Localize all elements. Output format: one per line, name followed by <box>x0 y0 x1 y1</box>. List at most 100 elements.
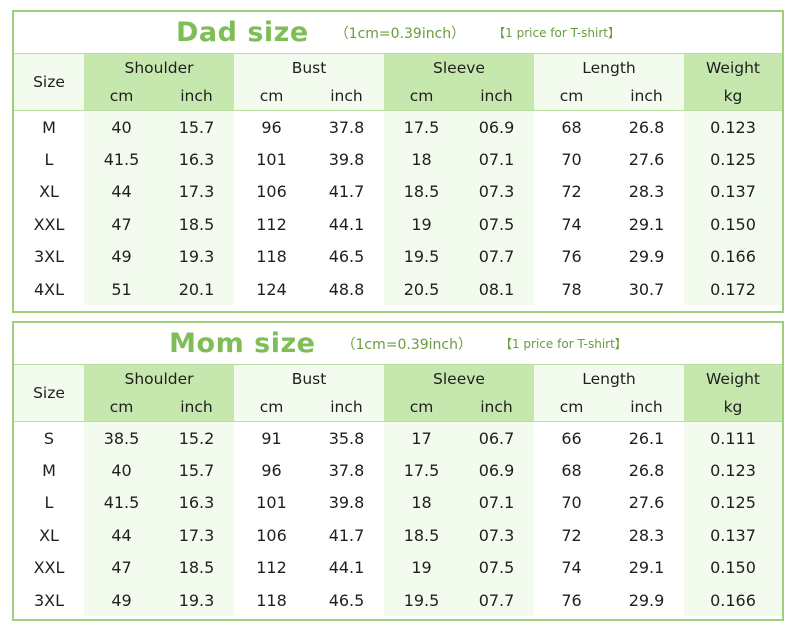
value-cell: 29.9 <box>609 583 684 617</box>
mom-unit-cm: cm <box>534 393 609 422</box>
mom-size-header: Size <box>14 364 84 422</box>
mom-unit-inch: inch <box>309 393 384 422</box>
value-cell: 27.6 <box>609 143 684 176</box>
value-cell: 96 <box>234 454 309 487</box>
size-cell: M <box>14 454 84 487</box>
mom-sleeve-header: Sleeve <box>384 364 534 393</box>
mom-unit-inch: inch <box>159 393 234 422</box>
table-row: XL 44 17.3 106 41.7 18.5 07.3 72 28.3 0.137 <box>14 519 782 552</box>
value-cell: 91 <box>234 421 309 455</box>
value-cell: 07.7 <box>459 240 534 273</box>
size-cell: 4XL <box>14 272 84 306</box>
dad-title-row: Dad size （1cm=0.39inch） 【1 price for T-s… <box>14 12 782 53</box>
value-cell: 37.8 <box>309 110 384 144</box>
value-cell: 0.137 <box>684 519 782 552</box>
dad-length-header: Length <box>534 53 684 82</box>
size-cell: XL <box>14 519 84 552</box>
table-row: M 40 15.7 96 37.8 17.5 06.9 68 26.8 0.123 <box>14 454 782 487</box>
value-cell: 07.3 <box>459 175 534 209</box>
value-cell: 28.3 <box>609 175 684 209</box>
value-cell: 124 <box>234 272 309 306</box>
value-cell: 48.8 <box>309 272 384 306</box>
value-cell: 16.3 <box>159 143 234 176</box>
size-cell: 3XL <box>14 583 84 617</box>
value-cell: 26.1 <box>609 421 684 455</box>
dad-bust-header: Bust <box>234 53 384 82</box>
value-cell: 29.1 <box>609 208 684 241</box>
value-cell: 49 <box>84 583 159 617</box>
value-cell: 118 <box>234 583 309 617</box>
value-cell: 17.5 <box>384 454 459 487</box>
value-cell: 0.123 <box>684 454 782 487</box>
value-cell: 07.7 <box>459 583 534 617</box>
table-row: L 41.5 16.3 101 39.8 18 07.1 70 27.6 0.125 <box>14 486 782 520</box>
value-cell: 38.5 <box>84 421 159 455</box>
value-cell: 44.1 <box>309 208 384 241</box>
value-cell: 18.5 <box>384 519 459 552</box>
size-cell: S <box>14 421 84 455</box>
value-cell: 39.8 <box>309 143 384 176</box>
value-cell: 19.3 <box>159 583 234 617</box>
mom-unit-cm: cm <box>84 393 159 422</box>
value-cell: 0.150 <box>684 551 782 584</box>
value-cell: 06.9 <box>459 454 534 487</box>
size-cell: L <box>14 143 84 176</box>
value-cell: 0.166 <box>684 240 782 273</box>
value-cell: 101 <box>234 486 309 520</box>
mom-length-header: Length <box>534 364 684 393</box>
table-row: 4XL 51 20.1 124 48.8 20.5 08.1 78 30.7 0.172 <box>14 272 782 306</box>
mom-bust-header: Bust <box>234 364 384 393</box>
mom-note: 【1 price for T-shirt】 <box>499 337 627 351</box>
table-row: M 40 15.7 96 37.8 17.5 06.9 68 26.8 0.123 <box>14 110 782 144</box>
value-cell: 06.9 <box>459 110 534 144</box>
dad-shoulder-header: Shoulder <box>84 53 234 82</box>
value-cell: 106 <box>234 175 309 209</box>
dad-unit-cm: cm <box>534 82 609 111</box>
mom-unit-kg: kg <box>684 393 782 422</box>
dad-note: 【1 price for T-shirt】 <box>493 26 621 40</box>
value-cell: 46.5 <box>309 583 384 617</box>
value-cell: 44 <box>84 519 159 552</box>
value-cell: 26.8 <box>609 110 684 144</box>
value-cell: 0.125 <box>684 143 782 176</box>
dad-sleeve-header: Sleeve <box>384 53 534 82</box>
value-cell: 15.7 <box>159 454 234 487</box>
value-cell: 0.166 <box>684 583 782 617</box>
size-cell: XXL <box>14 551 84 584</box>
table-row: XXL 47 18.5 112 44.1 19 07.5 74 29.1 0.150 <box>14 208 782 241</box>
value-cell: 17.3 <box>159 519 234 552</box>
value-cell: 66 <box>534 421 609 455</box>
value-cell: 101 <box>234 143 309 176</box>
dad-unit-cm: cm <box>84 82 159 111</box>
value-cell: 30.7 <box>609 272 684 306</box>
value-cell: 0.111 <box>684 421 782 455</box>
value-cell: 06.7 <box>459 421 534 455</box>
value-cell: 39.8 <box>309 486 384 520</box>
value-cell: 19.3 <box>159 240 234 273</box>
value-cell: 18.5 <box>159 551 234 584</box>
value-cell: 0.137 <box>684 175 782 209</box>
mom-title-row: Mom size （1cm=0.39inch） 【1 price for T-s… <box>14 323 782 364</box>
value-cell: 40 <box>84 110 159 144</box>
mom-size-table: Size Shoulder Bust Sleeve Length Weight … <box>14 364 782 617</box>
value-cell: 07.5 <box>459 208 534 241</box>
mom-unit-cm: cm <box>384 393 459 422</box>
value-cell: 08.1 <box>459 272 534 306</box>
value-cell: 41.5 <box>84 143 159 176</box>
value-cell: 44.1 <box>309 551 384 584</box>
value-cell: 0.125 <box>684 486 782 520</box>
value-cell: 44 <box>84 175 159 209</box>
value-cell: 37.8 <box>309 454 384 487</box>
value-cell: 27.6 <box>609 486 684 520</box>
value-cell: 68 <box>534 454 609 487</box>
dad-title: Dad size <box>175 17 309 48</box>
value-cell: 17.3 <box>159 175 234 209</box>
value-cell: 19.5 <box>384 583 459 617</box>
dad-unit-inch: inch <box>309 82 384 111</box>
value-cell: 19.5 <box>384 240 459 273</box>
value-cell: 68 <box>534 110 609 144</box>
value-cell: 19 <box>384 551 459 584</box>
value-cell: 76 <box>534 240 609 273</box>
value-cell: 118 <box>234 240 309 273</box>
dad-unit-inch: inch <box>609 82 684 111</box>
